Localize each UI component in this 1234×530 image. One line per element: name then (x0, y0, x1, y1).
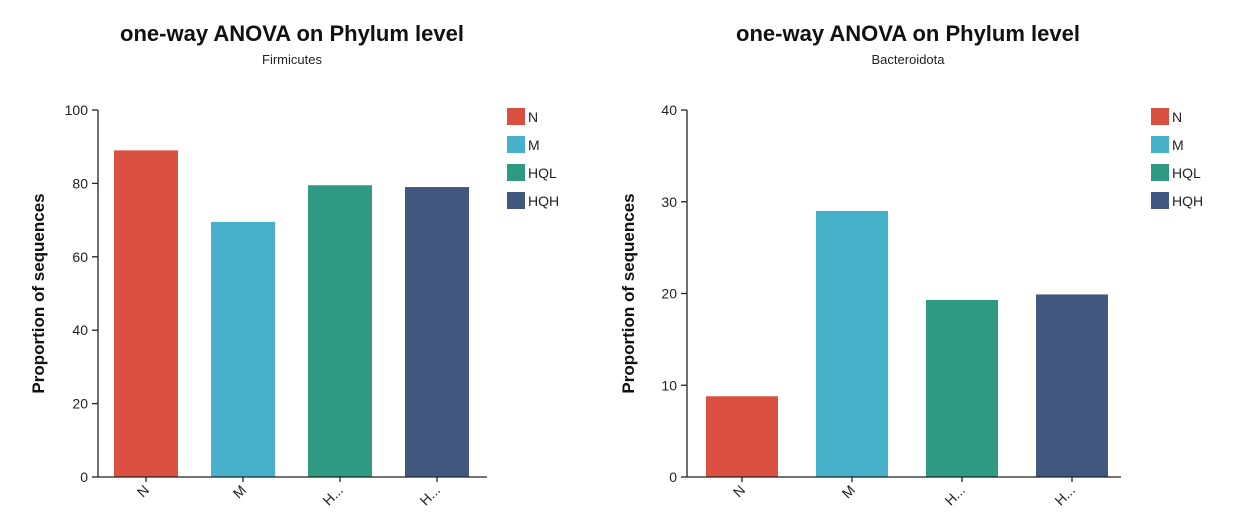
x-tick-label: M (839, 482, 859, 502)
legend-label: M (1172, 137, 1184, 153)
x-tick-label: H... (941, 482, 968, 509)
y-tick-label: 40 (661, 102, 677, 118)
legend-swatch (1151, 192, 1169, 209)
x-tick-label: N (730, 482, 748, 500)
bar-4 (405, 187, 469, 477)
chart-panel-1: one-way ANOVA on Phylum level Firmicutes 0… (29, 21, 559, 509)
bar-1 (114, 150, 178, 477)
legend-swatch (1151, 164, 1169, 181)
chart-subtitle: Firmicutes (262, 52, 322, 67)
legend-swatch (507, 108, 525, 125)
legend-label: HQH (528, 193, 559, 209)
legend-swatch (507, 164, 525, 181)
x-tick-label: H... (416, 482, 443, 509)
bar-1 (706, 396, 778, 477)
bar-4 (1036, 294, 1108, 477)
y-tick-label: 30 (661, 194, 677, 210)
y-tick-label: 20 (661, 286, 677, 302)
legend-label: HQL (1172, 165, 1201, 181)
x-tick-label: H... (319, 482, 346, 509)
bar-3 (308, 185, 372, 478)
y-tick-label: 0 (669, 469, 677, 485)
bar-2 (816, 210, 888, 478)
chart-title: one-way ANOVA on Phylum level (120, 21, 464, 46)
bar-2 (211, 221, 275, 477)
chart-title: one-way ANOVA on Phylum level (736, 21, 1080, 46)
legend-label: N (528, 109, 538, 125)
x-tick-label: M (230, 482, 250, 502)
x-tick-label: N (134, 482, 152, 500)
bar-3 (926, 299, 998, 477)
legend-swatch (1151, 136, 1169, 153)
chart-subtitle: Bacteroidota (872, 52, 946, 67)
y-tick-label: 10 (661, 377, 677, 393)
y-tick-label: 60 (72, 249, 88, 265)
y-tick-label: 20 (72, 396, 88, 412)
legend-label: HQL (528, 165, 557, 181)
legend-swatch (1151, 108, 1169, 125)
y-tick-label: 40 (72, 322, 88, 338)
y-axis-label: Proportion of sequences (29, 193, 48, 393)
chart-panel-2: one-way ANOVA on Phylum level Bacteroidot… (619, 21, 1203, 509)
x-tick-label: H... (1051, 482, 1078, 509)
legend-label: HQH (1172, 193, 1203, 209)
legend: NM HQL HQH (1151, 108, 1203, 209)
legend-swatch (507, 136, 525, 153)
y-axis-label: Proportion of sequences (619, 193, 638, 393)
legend-label: N (1172, 109, 1182, 125)
y-tick-label: 0 (80, 469, 88, 485)
legend-label: M (528, 137, 540, 153)
y-tick-label: 80 (72, 175, 88, 191)
legend-swatch (507, 192, 525, 209)
legend: NM HQL HQH (507, 108, 559, 209)
y-tick-label: 100 (65, 102, 89, 118)
